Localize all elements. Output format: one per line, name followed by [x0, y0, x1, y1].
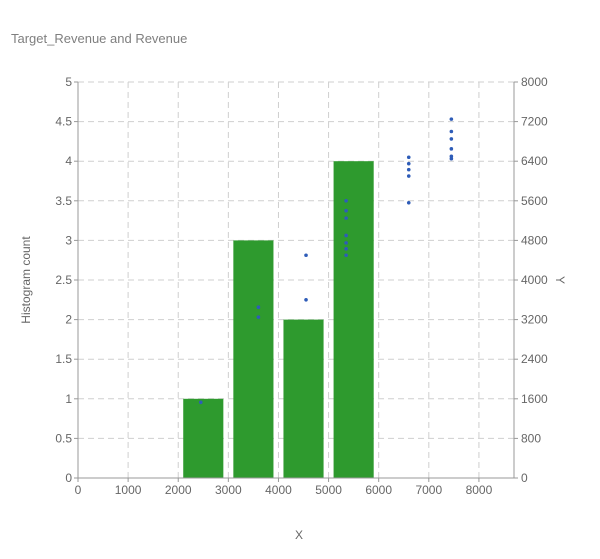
scatter-point	[344, 241, 348, 245]
scatter-points	[198, 117, 454, 405]
y-left-tick-label: 0.5	[55, 431, 72, 445]
x-tick-label: 6000	[365, 483, 392, 497]
x-tick-label: 1000	[115, 483, 142, 497]
y-right-tick-label: 7200	[521, 115, 548, 129]
x-tick-label: 3000	[215, 483, 242, 497]
y-left-tick-label: 0	[65, 471, 72, 485]
y-left-tick-label: 2	[65, 313, 72, 327]
x-tick-label: 7000	[415, 483, 442, 497]
y-right-tick-label: 1600	[521, 392, 548, 406]
scatter-point	[304, 298, 308, 302]
x-tick-label: 4000	[265, 483, 292, 497]
histogram-bar	[183, 398, 224, 478]
y-right-tick-label: 4000	[521, 273, 548, 287]
x-tick-label: 8000	[466, 483, 493, 497]
y-left-tick-label: 5	[65, 75, 72, 89]
histogram-bar	[333, 161, 374, 478]
grid	[78, 81, 514, 478]
y-right-tick-label: 6400	[521, 154, 548, 168]
scatter-point	[406, 161, 411, 166]
y-right-tick-label: 4800	[521, 233, 548, 247]
x-tick-label: 0	[75, 483, 82, 497]
y-left-tick-label: 3.5	[55, 194, 72, 208]
y-right-tick-label: 8000	[521, 75, 548, 89]
scatter-point	[344, 233, 348, 238]
scatter-point	[449, 154, 454, 159]
y-left-tick-label: 4.5	[55, 115, 72, 129]
scatter-point	[406, 155, 411, 160]
scatter-point	[449, 147, 454, 151]
y-axis-right-title: Y	[553, 276, 567, 284]
scatter-point	[406, 167, 411, 172]
histogram-bar	[283, 319, 324, 478]
y-left-tick-label: 1	[65, 392, 72, 406]
scatter-point	[344, 208, 348, 213]
y-right-tick-label: 800	[521, 431, 541, 445]
y-axis-left-title: Histogram count	[19, 236, 33, 324]
scatter-point	[344, 253, 348, 258]
y-left-tick-label: 4	[65, 154, 72, 168]
scatter-point	[198, 400, 203, 405]
x-axis-title: X	[295, 528, 303, 542]
y-right-tick-label: 2400	[521, 352, 548, 366]
scatter-point	[344, 199, 348, 203]
scatter-point	[304, 253, 308, 258]
scatter-point	[344, 216, 348, 220]
scatter-point	[449, 117, 454, 121]
y-right-tick-label: 0	[521, 471, 528, 485]
scatter-point	[406, 200, 411, 205]
y-left-tick-label: 1.5	[55, 352, 72, 366]
chart-title: Target_Revenue and Revenue	[11, 31, 188, 46]
x-tick-label: 2000	[165, 483, 192, 497]
scatter-point	[256, 315, 261, 319]
scatter-point	[344, 247, 348, 251]
y-left-tick-label: 2.5	[55, 273, 72, 287]
scatter-point	[449, 137, 454, 141]
y-right-tick-label: 3200	[521, 313, 548, 327]
axes: 0 1000 2000 3000 4000 5000 6000 7000 800000.511.…	[55, 75, 548, 497]
histogram-bars	[183, 161, 374, 478]
x-tick-label: 5000	[315, 483, 342, 497]
y-left-tick-label: 3	[65, 233, 72, 247]
scatter-point	[256, 305, 261, 310]
scatter-point	[449, 156, 454, 161]
y-right-tick-label: 5600	[521, 194, 548, 208]
scatter-point	[449, 129, 454, 134]
scatter-point	[406, 174, 411, 178]
histogram-bar	[233, 240, 274, 478]
